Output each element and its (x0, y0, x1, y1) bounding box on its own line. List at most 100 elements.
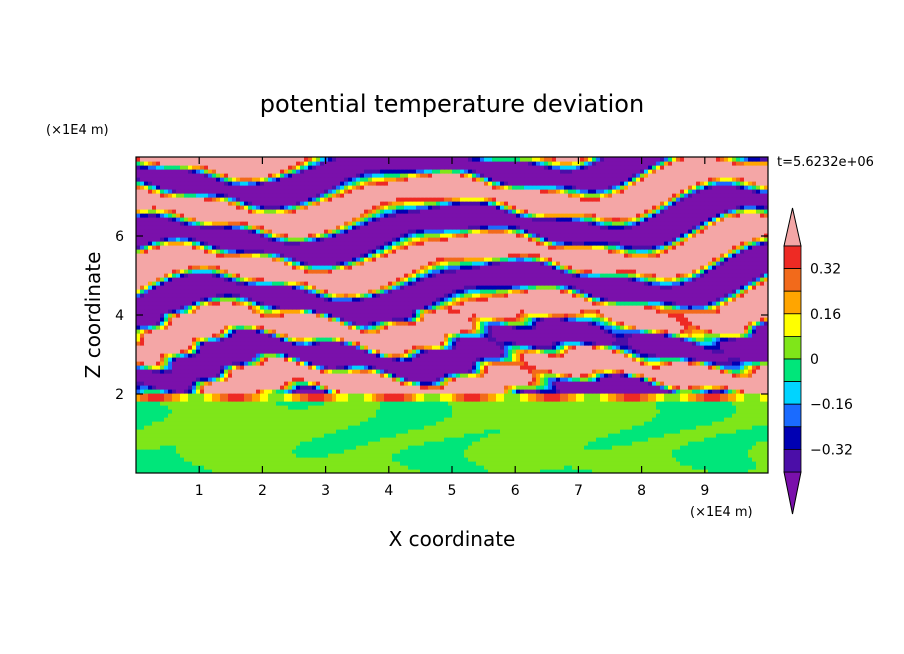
field-cell (708, 373, 713, 378)
field-cell (324, 357, 329, 362)
field-cell (492, 417, 497, 422)
field-cell (476, 457, 481, 462)
field-cell (472, 449, 477, 454)
field-cell (744, 397, 749, 402)
field-cell (332, 433, 337, 438)
field-cell (200, 457, 205, 462)
field-cell (756, 441, 761, 446)
field-cell (536, 397, 541, 402)
field-cell (532, 445, 537, 450)
field-cell (724, 389, 729, 394)
field-cell (572, 465, 577, 470)
field-cell (616, 397, 621, 402)
field-cell (656, 353, 661, 358)
field-cell (708, 437, 713, 442)
field-cell (636, 461, 641, 466)
field-cell (612, 425, 617, 430)
field-cell (672, 393, 677, 398)
field-cell (272, 437, 277, 442)
field-cell (704, 377, 709, 382)
field-cell (268, 405, 273, 410)
field-cell (480, 449, 485, 454)
field-cell (148, 413, 153, 418)
field-cell (408, 377, 413, 382)
field-cell (296, 405, 301, 410)
field-cell (304, 345, 309, 350)
field-cell (592, 457, 597, 462)
field-cell (764, 429, 768, 434)
field-cell (152, 361, 157, 366)
field-cell (320, 385, 325, 390)
field-cell (640, 353, 645, 358)
field-cell (208, 437, 213, 442)
field-cell (364, 357, 369, 362)
field-cell (480, 413, 485, 418)
field-cell (636, 381, 641, 386)
field-cell (384, 365, 389, 370)
field-cell (508, 393, 513, 398)
field-cell (392, 397, 397, 402)
field-cell (176, 385, 181, 390)
field-cell (580, 353, 585, 358)
field-cell (720, 445, 725, 450)
field-cell (468, 413, 473, 418)
field-cell (400, 449, 405, 454)
field-cell (460, 409, 465, 414)
field-cell (224, 345, 229, 350)
field-cell (556, 421, 561, 426)
field-cell (228, 437, 233, 442)
field-cell (488, 465, 493, 470)
field-cell (500, 457, 505, 462)
field-cell (716, 457, 721, 462)
field-cell (712, 453, 717, 458)
field-cell (596, 465, 601, 470)
field-cell (316, 445, 321, 450)
field-cell (620, 381, 625, 386)
field-cell (392, 385, 397, 390)
field-cell (492, 461, 497, 466)
field-cell (600, 413, 605, 418)
field-cell (364, 385, 369, 390)
field-cell (748, 465, 753, 470)
field-cell (596, 453, 601, 458)
field-cell (240, 401, 245, 406)
field-cell (256, 369, 261, 374)
field-cell (212, 345, 217, 350)
field-cell (548, 381, 553, 386)
field-cell (744, 429, 749, 434)
field-cell (696, 433, 701, 438)
field-cell (340, 421, 345, 426)
field-cell (260, 409, 265, 414)
field-cell (244, 413, 249, 418)
field-cell (592, 405, 597, 410)
field-cell (476, 373, 481, 378)
field-cell (264, 441, 269, 446)
field-cell (192, 413, 197, 418)
field-cell (396, 433, 401, 438)
field-cell (596, 401, 601, 406)
field-cell (728, 357, 733, 362)
field-cell (168, 385, 173, 390)
field-cell (584, 349, 589, 354)
field-cell (416, 453, 421, 458)
field-cell (372, 353, 377, 358)
field-cell (396, 405, 401, 410)
field-cell (144, 461, 149, 466)
field-cell (236, 461, 241, 466)
field-cell (600, 453, 605, 458)
field-cell (136, 453, 141, 458)
field-cell (644, 369, 649, 374)
field-cell (736, 385, 741, 390)
field-cell (300, 449, 305, 454)
field-cell (440, 433, 445, 438)
field-cell (660, 381, 665, 386)
field-cell (140, 417, 145, 422)
field-cell (540, 369, 545, 374)
field-cell (148, 349, 153, 354)
field-cell (712, 353, 717, 358)
field-cell (188, 469, 193, 473)
field-cell (740, 433, 745, 438)
field-cell (300, 417, 305, 422)
field-cell (704, 409, 709, 414)
field-cell (564, 357, 569, 362)
